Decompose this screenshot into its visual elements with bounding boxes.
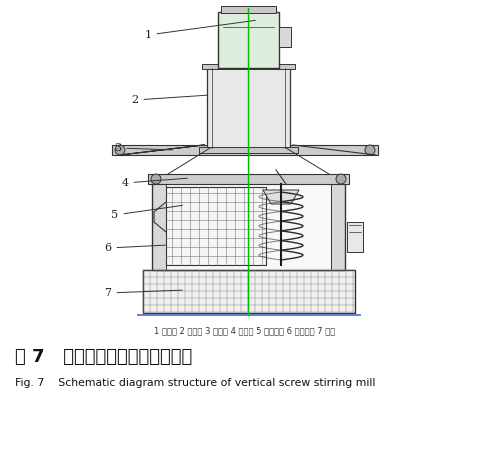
Bar <box>199 147 298 153</box>
Bar <box>152 182 345 270</box>
Circle shape <box>115 145 125 155</box>
Bar <box>143 270 355 313</box>
Bar <box>279 27 291 47</box>
Text: 4: 4 <box>122 178 187 188</box>
Circle shape <box>151 174 161 184</box>
Bar <box>221 6 276 13</box>
Text: 1: 1 <box>145 20 255 40</box>
Text: 7: 7 <box>104 288 182 298</box>
Circle shape <box>336 174 346 184</box>
Polygon shape <box>120 145 205 155</box>
Bar <box>218 12 279 68</box>
Bar <box>202 64 295 69</box>
Bar <box>143 270 355 313</box>
Bar <box>347 222 363 252</box>
Text: 5: 5 <box>111 205 182 220</box>
Text: 2: 2 <box>131 95 207 105</box>
Text: 3: 3 <box>115 143 172 153</box>
Bar <box>112 145 378 155</box>
Text: Fig. 7    Schematic diagram structure of vertical screw stirring mill: Fig. 7 Schematic diagram structure of ve… <box>15 378 375 388</box>
Bar <box>207 68 290 148</box>
Bar <box>152 182 166 270</box>
Text: 1 主电机 2 减速机 3 支架一 4 支架二 5 搅拌机构 6 筒体部件 7 地基: 1 主电机 2 减速机 3 支架一 4 支架二 5 搅拌机构 6 筒体部件 7 … <box>154 326 336 335</box>
Bar <box>148 174 349 184</box>
Bar <box>152 182 345 270</box>
Text: 图 7   立式螺旋搅拌磨机结构简图: 图 7 立式螺旋搅拌磨机结构简图 <box>15 348 192 366</box>
Polygon shape <box>263 190 299 204</box>
Bar <box>331 182 345 270</box>
Bar <box>166 187 266 265</box>
Circle shape <box>365 145 375 155</box>
Text: 6: 6 <box>104 243 165 253</box>
